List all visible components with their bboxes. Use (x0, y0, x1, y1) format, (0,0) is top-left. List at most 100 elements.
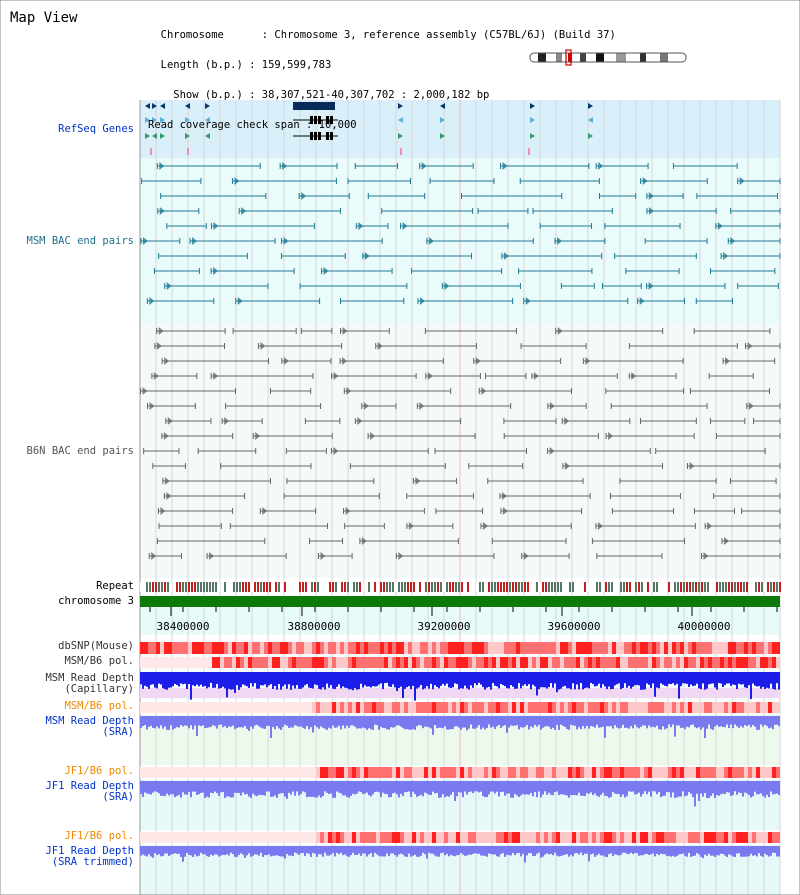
repeat-mark (524, 582, 526, 592)
jf1-sra-depth-bar (448, 781, 450, 797)
jf1-sra-depth-bar (714, 781, 716, 798)
repeat-mark (272, 582, 274, 592)
msm-capillary-depth-bar (330, 672, 332, 686)
jf1-trim-depth-bar (244, 846, 246, 858)
repeat-mark (719, 582, 721, 592)
polymorphism-cell (676, 642, 680, 654)
msm-capillary-depth-bar (616, 672, 618, 685)
msm-capillary-depth-bar (682, 672, 684, 684)
msm-capillary-depth-bar (148, 672, 150, 689)
polymorphism-cell (588, 657, 592, 668)
jf1-sra-depth-bar (766, 781, 768, 795)
msm-capillary-depth-bar (412, 672, 414, 686)
track-label-b6n-bac[interactable]: B6N BAC end pairs (26, 445, 134, 457)
jf1-trim-depth-bar (518, 846, 520, 853)
polymorphism-cell (692, 642, 696, 654)
msm-sra-depth-bar (722, 716, 724, 727)
polymorphism-cell (768, 642, 772, 654)
polymorphism-cell (660, 832, 664, 843)
region-info: Chromosome : Chromosome 3, reference ass… (148, 10, 616, 150)
repeat-mark (254, 582, 256, 592)
track-label-repeat[interactable]: Repeat (96, 580, 134, 592)
polymorphism-cell (280, 657, 284, 668)
polymorphism-cell (216, 657, 220, 668)
jf1-trim-depth-bar (774, 846, 776, 853)
msm-sra-depth-bar (456, 716, 458, 727)
msm-capillary-depth-bar (628, 672, 630, 686)
track-label-msm-read-capillary[interactable]: MSM Read Depth (Capillary) (45, 672, 134, 695)
jf1-sra-depth-bar (668, 781, 670, 793)
repeat-mark (377, 582, 379, 592)
track-label-msm-bac[interactable]: MSM BAC end pairs (26, 235, 134, 247)
msm-capillary-depth-bar (438, 672, 440, 689)
jf1-trim-depth-bar (294, 846, 296, 853)
polymorphism-cell (396, 702, 400, 713)
jf1-trim-depth-bar (592, 846, 594, 854)
polymorphism-cell (152, 832, 156, 843)
jf1-trim-depth-bar (144, 846, 146, 856)
track-label-dbsnp[interactable]: dbSNP(Mouse) (58, 640, 134, 652)
msm-capillary-depth-bar (496, 672, 498, 687)
track-label-msm-b6-pol-2[interactable]: MSM/B6 pol. (64, 700, 134, 712)
polymorphism-cell (632, 702, 636, 713)
polymorphism-cell (448, 767, 452, 778)
polymorphism-cell (592, 702, 596, 713)
jf1-sra-depth-bar (318, 781, 320, 796)
polymorphism-cell (348, 702, 352, 713)
polymorphism-cell (612, 657, 616, 668)
polymorphism-cell (304, 657, 308, 668)
msm-capillary-depth-bar (220, 672, 222, 689)
jf1-sra-depth-bar (550, 781, 552, 795)
jf1-trim-depth-bar (228, 846, 230, 856)
msm-sra-depth-bar (618, 716, 620, 729)
track-label-jf1-b6-pol-2[interactable]: JF1/B6 pol. (64, 830, 134, 842)
track-label-msm-b6-pol[interactable]: MSM/B6 pol. (64, 655, 134, 667)
track-label-jf1-read-trimmed[interactable]: JF1 Read Depth (SRA trimmed) (45, 845, 134, 868)
jf1-sra-depth-bar (718, 781, 720, 796)
jf1-sra-depth-bar (746, 781, 748, 794)
jf1-sra-depth-bar (524, 781, 526, 795)
polymorphism-cell (760, 642, 764, 654)
msm-sra-depth-bar (282, 716, 284, 727)
polymorphism-cell (564, 642, 568, 654)
repeat-mark (572, 582, 574, 592)
polymorphism-cell (260, 832, 264, 843)
msm-sra-depth-bar (678, 716, 680, 726)
msm-capillary-depth-bar (492, 672, 494, 684)
track-label-jf1-b6-pol[interactable]: JF1/B6 pol. (64, 765, 134, 777)
jf1-sra-depth-bar (706, 781, 708, 798)
msm-sra-depth-bar (298, 716, 300, 727)
jf1-trim-depth-bar (264, 846, 266, 855)
polymorphism-cell (616, 767, 620, 778)
msm-capillary-depth-bar (300, 672, 302, 689)
jf1-trim-depth-bar (280, 846, 282, 857)
polymorphism-cell (764, 642, 768, 654)
jf1-trim-depth-bar (340, 846, 342, 853)
jf1-sra-depth-bar (738, 781, 740, 793)
jf1-sra-depth-bar (768, 781, 770, 798)
msm-capillary-depth-bar (740, 672, 742, 685)
polymorphism-cell (600, 657, 604, 668)
jf1-sra-depth-bar (334, 781, 336, 798)
polymorphism-cell (308, 767, 312, 778)
polymorphism-cell (696, 657, 700, 668)
jf1-trim-depth-bar (558, 846, 560, 857)
polymorphism-cell (208, 832, 212, 843)
track-label-refseq[interactable]: RefSeq Genes (58, 123, 134, 135)
polymorphism-cell (312, 702, 316, 713)
track-label-chromosome[interactable]: chromosome 3 (58, 595, 134, 607)
polymorphism-cell (592, 657, 596, 668)
msm-capillary-depth-bar (706, 672, 708, 689)
msm-capillary-depth-bar (158, 672, 160, 684)
track-label-msm-read-sra[interactable]: MSM Read Depth (SRA) (45, 715, 134, 738)
jf1-sra-depth-bar (510, 781, 512, 798)
polymorphism-cell (664, 702, 668, 713)
polymorphism-cell (772, 767, 776, 778)
track-label-jf1-read-sra[interactable]: JF1 Read Depth (SRA) (45, 780, 134, 803)
msm-sra-depth-bar (344, 716, 346, 729)
repeat-mark (236, 582, 238, 592)
msm-capillary-depth-bar (402, 672, 404, 698)
polymorphism-cell (740, 767, 744, 778)
jf1-trim-depth-bar (422, 846, 424, 853)
